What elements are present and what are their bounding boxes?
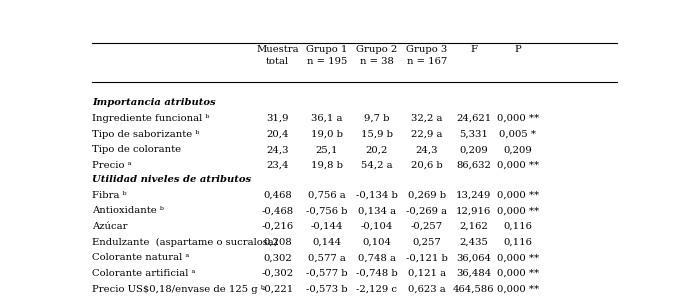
Text: 36,484: 36,484 <box>456 269 491 278</box>
Text: 20,2: 20,2 <box>365 145 388 154</box>
Text: 0,269 b: 0,269 b <box>408 191 446 200</box>
Text: 2,435: 2,435 <box>459 238 488 247</box>
Text: 0,000 **: 0,000 ** <box>497 161 539 170</box>
Text: 32,2 a: 32,2 a <box>411 114 442 123</box>
Text: 0,104: 0,104 <box>363 238 392 247</box>
Text: 23,4: 23,4 <box>266 161 289 170</box>
Text: -0,257: -0,257 <box>411 222 443 231</box>
Text: 31,9: 31,9 <box>266 114 289 123</box>
Text: 0,000 **: 0,000 ** <box>497 206 539 215</box>
Text: 0,748 a: 0,748 a <box>358 253 396 262</box>
Text: Grupo 1
n = 195: Grupo 1 n = 195 <box>307 45 347 66</box>
Text: 0,000 **: 0,000 ** <box>497 269 539 278</box>
Text: -2,129 c: -2,129 c <box>356 285 397 294</box>
Text: 13,249: 13,249 <box>456 191 491 200</box>
Text: -0,302: -0,302 <box>262 269 293 278</box>
Text: Fibra ᵇ: Fibra ᵇ <box>92 191 127 200</box>
Text: Precio ᵃ: Precio ᵃ <box>92 161 131 170</box>
Text: -0,748 b: -0,748 b <box>356 269 398 278</box>
Text: Colorante artificial ᵃ: Colorante artificial ᵃ <box>92 269 195 278</box>
Text: Muestra
total: Muestra total <box>256 45 299 66</box>
Text: -0,144: -0,144 <box>311 222 343 231</box>
Text: 0,000 **: 0,000 ** <box>497 114 539 123</box>
Text: 0,121 a: 0,121 a <box>408 269 446 278</box>
Text: 20,6 b: 20,6 b <box>411 161 443 170</box>
Text: 24,3: 24,3 <box>415 145 438 154</box>
Text: 20,4: 20,4 <box>266 130 289 139</box>
Text: -0,269 a: -0,269 a <box>406 206 447 215</box>
Text: 0,005 *: 0,005 * <box>499 130 536 139</box>
Text: 36,1 a: 36,1 a <box>311 114 343 123</box>
Text: 0,116: 0,116 <box>503 222 532 231</box>
Text: 15,9 b: 15,9 b <box>361 130 393 139</box>
Text: 0,623 a: 0,623 a <box>408 285 446 294</box>
Text: Tipo de colorante: Tipo de colorante <box>92 145 181 154</box>
Text: -0,573 b: -0,573 b <box>307 285 348 294</box>
Text: 0,144: 0,144 <box>313 238 342 247</box>
Text: 0,209: 0,209 <box>503 145 532 154</box>
Text: 0,000 **: 0,000 ** <box>497 191 539 200</box>
Text: -0,468: -0,468 <box>262 206 293 215</box>
Text: Ingrediente funcional ᵇ: Ingrediente funcional ᵇ <box>92 114 209 123</box>
Text: Colorante natural ᵃ: Colorante natural ᵃ <box>92 253 189 262</box>
Text: -0,134 b: -0,134 b <box>356 191 398 200</box>
Text: 19,0 b: 19,0 b <box>311 130 343 139</box>
Text: -0,221: -0,221 <box>262 285 293 294</box>
Text: 12,916: 12,916 <box>456 206 491 215</box>
Text: Tipo de saborizante ᵇ: Tipo de saborizante ᵇ <box>92 130 199 139</box>
Text: 2,162: 2,162 <box>459 222 488 231</box>
Text: 24,621: 24,621 <box>456 114 491 123</box>
Text: 0,000 **: 0,000 ** <box>497 253 539 262</box>
Text: 9,7 b: 9,7 b <box>364 114 390 123</box>
Text: 0,209: 0,209 <box>459 145 488 154</box>
Text: 54,2 a: 54,2 a <box>361 161 393 170</box>
Text: -0,121 b: -0,121 b <box>406 253 448 262</box>
Text: 0,756 a: 0,756 a <box>308 191 346 200</box>
Text: Grupo 3
n = 167: Grupo 3 n = 167 <box>406 45 448 66</box>
Text: Antioxidante ᵇ: Antioxidante ᵇ <box>92 206 164 215</box>
Text: 464,586: 464,586 <box>453 285 495 294</box>
Text: P: P <box>514 45 521 54</box>
Text: 36,064: 36,064 <box>456 253 491 262</box>
Text: 86,632: 86,632 <box>456 161 491 170</box>
Text: 0,257: 0,257 <box>412 238 441 247</box>
Text: 5,331: 5,331 <box>459 130 488 139</box>
Text: 25,1: 25,1 <box>316 145 338 154</box>
Text: 22,9 a: 22,9 a <box>411 130 442 139</box>
Text: 0,468: 0,468 <box>263 191 292 200</box>
Text: Utilidad niveles de atributos: Utilidad niveles de atributos <box>92 175 251 184</box>
Text: 0,000 **: 0,000 ** <box>497 285 539 294</box>
Text: 0,208: 0,208 <box>263 238 292 247</box>
Text: Importancia atributos: Importancia atributos <box>92 98 215 107</box>
Text: -0,756 b: -0,756 b <box>307 206 348 215</box>
Text: 0,302: 0,302 <box>263 253 292 262</box>
Text: F: F <box>470 45 477 54</box>
Text: 0,116: 0,116 <box>503 238 532 247</box>
Text: -0,577 b: -0,577 b <box>307 269 348 278</box>
Text: Azúcar: Azúcar <box>92 222 127 231</box>
Text: 19,8 b: 19,8 b <box>311 161 343 170</box>
Text: Endulzante  (aspartame o sucralosa): Endulzante (aspartame o sucralosa) <box>92 238 277 247</box>
Text: 24,3: 24,3 <box>266 145 289 154</box>
Text: 0,134 a: 0,134 a <box>358 206 396 215</box>
Text: Precio US$0,18/envase de 125 g ᵇ: Precio US$0,18/envase de 125 g ᵇ <box>92 285 264 294</box>
Text: Grupo 2
n = 38: Grupo 2 n = 38 <box>356 45 397 66</box>
Text: -0,104: -0,104 <box>361 222 393 231</box>
Text: 0,577 a: 0,577 a <box>308 253 346 262</box>
Text: -0,216: -0,216 <box>262 222 293 231</box>
